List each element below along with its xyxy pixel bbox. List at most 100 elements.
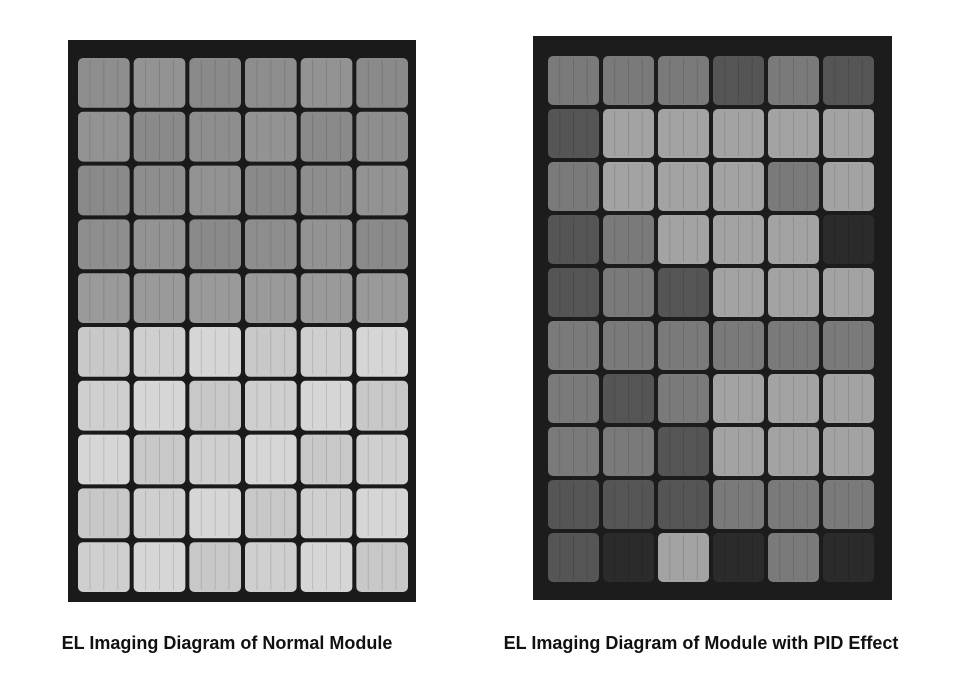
solar-cell [133,327,186,377]
solar-cell [189,380,241,431]
solar-cell [78,58,130,108]
solar-cell [713,215,764,264]
solar-cell [300,273,353,323]
solar-cell [189,219,241,270]
solar-cell [548,268,599,317]
solar-cell [133,380,186,431]
solar-cell [356,327,408,377]
solar-cell [133,542,186,592]
solar-cell [768,480,819,529]
solar-cell [548,56,599,105]
solar-cell [658,533,709,582]
solar-cell [603,109,654,158]
solar-cell [548,162,599,211]
solar-cell [356,165,408,216]
solar-cell [603,215,654,264]
solar-cell [189,542,241,592]
solar-cell [78,434,130,485]
solar-cell [548,215,599,264]
solar-cell [356,542,408,592]
solar-cell [189,58,241,108]
solar-cell [713,427,764,476]
solar-cell [603,533,654,582]
solar-cell [713,374,764,423]
solar-cell [356,111,408,162]
solar-cell [133,58,186,108]
solar-cell [356,219,408,270]
solar-cell [189,327,241,377]
solar-cell [658,109,709,158]
solar-cell [133,111,186,162]
solar-cell [603,480,654,529]
normal-module-cells [78,58,408,592]
solar-cell [603,427,654,476]
solar-cell [78,219,130,270]
solar-cell [300,111,353,162]
solar-cell [823,56,874,105]
solar-cell [300,488,353,539]
solar-cell [713,109,764,158]
solar-cell [300,542,353,592]
solar-cell [133,434,186,485]
solar-cell [823,268,874,317]
solar-cell [356,273,408,323]
solar-cell [658,374,709,423]
solar-cell [768,109,819,158]
solar-cell [658,321,709,370]
solar-cell [78,165,130,216]
solar-cell [133,488,186,539]
solar-cell [823,109,874,158]
solar-cell [245,111,297,162]
solar-cell [548,374,599,423]
solar-cell [245,165,297,216]
caption: EL Imaging Diagram of Module with PID Ef… [504,633,899,653]
solar-cell [356,58,408,108]
solar-cell [133,219,186,270]
solar-cell [768,427,819,476]
solar-cell [300,165,353,216]
solar-cell [768,374,819,423]
solar-cell [78,273,130,323]
solar-cell [823,427,874,476]
solar-cell [658,215,709,264]
solar-cell [823,321,874,370]
solar-cell [768,215,819,264]
solar-cell [603,268,654,317]
solar-cell [300,219,353,270]
solar-cell [189,488,241,539]
solar-cell [189,165,241,216]
solar-cell [78,488,130,539]
solar-cell [713,321,764,370]
solar-cell [300,380,353,431]
solar-cell [548,321,599,370]
solar-cell [245,434,297,485]
solar-cell [133,165,186,216]
solar-cell [300,434,353,485]
solar-cell [603,56,654,105]
solar-cell [245,542,297,592]
caption: EL Imaging Diagram of Normal Module [62,633,393,653]
solar-cell [768,321,819,370]
solar-cell [658,56,709,105]
solar-cell [768,533,819,582]
solar-cell [548,427,599,476]
solar-cell [245,327,297,377]
solar-cell [356,380,408,431]
solar-cell [658,427,709,476]
solar-cell [78,327,130,377]
solar-cell [189,111,241,162]
solar-cell [768,162,819,211]
solar-cell [658,480,709,529]
solar-cell [245,58,297,108]
solar-cell [548,533,599,582]
solar-cell [603,374,654,423]
solar-cell [356,488,408,539]
solar-cell [713,480,764,529]
solar-cell [78,542,130,592]
solar-cell [356,434,408,485]
solar-cell [823,215,874,264]
solar-cell [713,268,764,317]
solar-cell [603,162,654,211]
solar-cell [300,327,353,377]
